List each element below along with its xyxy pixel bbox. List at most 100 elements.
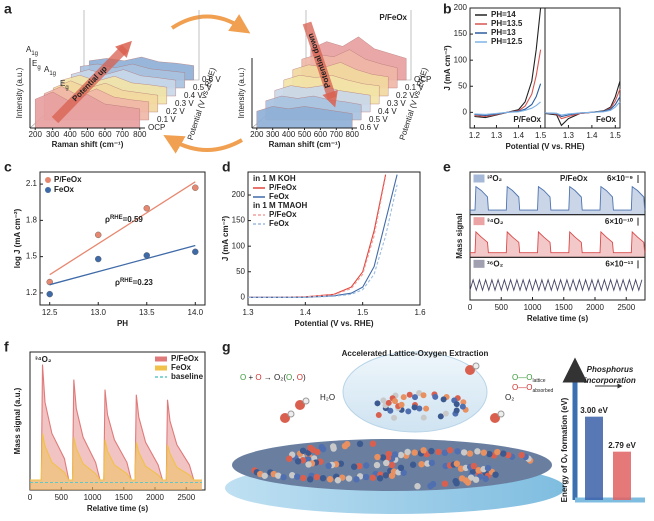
molecule bbox=[490, 413, 500, 423]
atom bbox=[325, 462, 332, 470]
y-axis-label: J (mA cm⁻²) bbox=[221, 216, 230, 262]
reaction-part: O bbox=[255, 373, 261, 382]
cycle-arrow bbox=[163, 135, 243, 154]
panel-label: c bbox=[4, 159, 12, 175]
series-line bbox=[544, 101, 621, 116]
atom bbox=[391, 414, 398, 421]
depth-label: OCP bbox=[414, 75, 431, 84]
o2-label: O₂ bbox=[505, 393, 514, 402]
atom bbox=[405, 408, 412, 415]
reaction-part: + bbox=[246, 373, 255, 382]
potential-arrow bbox=[51, 44, 129, 124]
atom bbox=[420, 392, 427, 399]
atom bbox=[373, 461, 381, 469]
depth-label: 0.6 V bbox=[360, 123, 379, 132]
x-tick-label: 800 bbox=[133, 130, 147, 139]
atom bbox=[460, 449, 468, 456]
x-axis-label: Potential (V vs. RHE) bbox=[294, 319, 373, 328]
potential-arrow-head bbox=[115, 40, 132, 58]
h2o-label: H₂O bbox=[320, 393, 335, 402]
atom bbox=[392, 398, 399, 405]
scale-label: 6×10⁻¹³ bbox=[605, 259, 633, 268]
peak-label: Eg bbox=[60, 79, 69, 90]
legend-label: FeOx bbox=[269, 192, 290, 201]
data-point bbox=[192, 184, 199, 191]
atom bbox=[406, 391, 413, 398]
atom bbox=[486, 450, 493, 458]
x-tick-label: 1.2 bbox=[469, 131, 481, 140]
atom bbox=[457, 465, 465, 472]
peak-label-part: E bbox=[60, 79, 65, 88]
atom bbox=[441, 480, 449, 487]
peak-label-part: A bbox=[26, 45, 32, 54]
trace-label: ³⁶O₂ bbox=[487, 259, 504, 268]
atom bbox=[494, 448, 501, 456]
atom bbox=[274, 472, 282, 479]
depth-label: OCP bbox=[148, 123, 165, 132]
reaction-part: → O₂( bbox=[262, 373, 287, 382]
reaction-part: O bbox=[240, 373, 246, 382]
x-axis-label: Relative time (s) bbox=[527, 314, 589, 323]
x-tick-label: 400 bbox=[282, 130, 296, 139]
panel-annotation: ³⁴O₂ bbox=[35, 355, 52, 364]
x-tick-label: 600 bbox=[98, 130, 112, 139]
atom bbox=[480, 449, 488, 456]
peak-label: A1g bbox=[44, 65, 56, 76]
atom bbox=[420, 447, 427, 454]
atom bbox=[288, 472, 296, 479]
panel-annotation: P/FeOx bbox=[513, 115, 541, 124]
atom bbox=[299, 447, 307, 454]
atom bbox=[362, 473, 370, 481]
x-tick-label: 13.0 bbox=[90, 308, 106, 317]
reaction-part: ) bbox=[303, 373, 306, 382]
y-tick-label: 100 bbox=[454, 55, 468, 64]
plot-frame bbox=[39, 171, 206, 306]
legend-marker bbox=[45, 177, 51, 183]
slope-annotation-part: RHE bbox=[110, 215, 123, 221]
y-tick-label: 0 bbox=[463, 107, 468, 116]
depth-label: 0.2 V bbox=[166, 107, 185, 116]
atom bbox=[363, 462, 370, 469]
legend-marker bbox=[45, 187, 51, 193]
atom bbox=[459, 403, 466, 410]
legend-label: P/FeOx bbox=[171, 354, 199, 363]
bubble bbox=[342, 351, 488, 433]
x-axis-label: PH bbox=[117, 319, 128, 328]
bar-value-label: 2.79 eV bbox=[608, 441, 636, 450]
peak-label-part: g bbox=[37, 65, 40, 71]
x-axis-label: Potential (V vs. RHE) bbox=[505, 142, 584, 151]
diagram-title: Accelerated Lattice-Oxygen Extraction bbox=[342, 349, 489, 358]
peak-label-part: 1g bbox=[49, 71, 56, 77]
slope-annotation-part: ρ bbox=[115, 278, 120, 287]
data-point bbox=[95, 255, 102, 263]
atom bbox=[453, 480, 460, 487]
atom bbox=[423, 405, 430, 412]
y-tick-label: 0 bbox=[241, 292, 246, 301]
scale-label: 6×10⁻¹⁰ bbox=[605, 217, 634, 226]
atom bbox=[418, 461, 425, 468]
series-line bbox=[248, 184, 398, 298]
series-line bbox=[248, 174, 398, 298]
atom bbox=[391, 451, 399, 458]
atom bbox=[345, 475, 353, 482]
plot-frame bbox=[29, 351, 206, 491]
atom bbox=[286, 455, 293, 462]
key-sub: absorbed bbox=[532, 388, 553, 394]
x-tick-label: 700 bbox=[330, 130, 344, 139]
legend-label: PH=13.5 bbox=[491, 19, 523, 28]
molecule bbox=[472, 362, 480, 370]
atom bbox=[475, 467, 482, 474]
bar-value-label: 3.00 eV bbox=[580, 406, 608, 415]
trace-swatch bbox=[473, 259, 485, 268]
y-axis-label: Mass signal (a.u.) bbox=[13, 387, 22, 454]
x-tick-label: 1000 bbox=[84, 493, 102, 502]
x-tick-label: 500 bbox=[298, 130, 312, 139]
trace-sample: P/FeOx bbox=[560, 174, 588, 183]
y-tick-label: 150 bbox=[454, 29, 468, 38]
panel-label: e bbox=[443, 159, 451, 175]
atom bbox=[400, 394, 407, 401]
depth-label: 0.2 V bbox=[396, 91, 415, 100]
depth-label: 0.4 V bbox=[378, 107, 397, 116]
x-tick-label: 1.4 bbox=[513, 131, 525, 140]
atom bbox=[388, 472, 396, 479]
